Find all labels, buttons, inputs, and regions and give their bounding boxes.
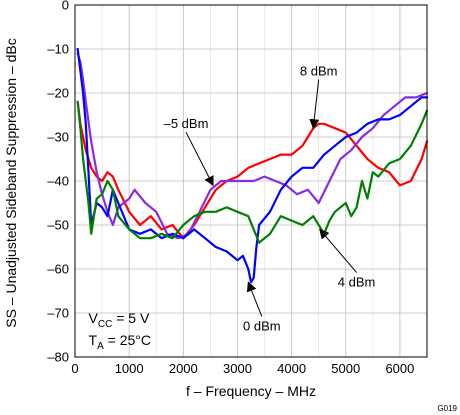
annotation-label: 4 dBm xyxy=(338,275,376,290)
annotation-label: 0 dBm xyxy=(243,319,281,334)
x-tick-label: 5000 xyxy=(331,361,360,376)
x-tick-label: 4000 xyxy=(277,361,306,376)
x-tick-label: 2000 xyxy=(169,361,198,376)
annotation-arrow xyxy=(185,131,214,187)
ta-label: T xyxy=(89,332,98,348)
y-tick-label: –40 xyxy=(47,174,69,189)
annotation-arrow xyxy=(246,281,263,317)
y-axis-title: SS – Unadjusted Sideband Suppression – d… xyxy=(3,38,19,328)
ta-subscript: A xyxy=(97,341,104,352)
conditions-box: VCC = 5 V TA = 25°C xyxy=(89,310,151,352)
annotation-arrow xyxy=(319,228,357,273)
y-tick-label: –60 xyxy=(47,262,69,277)
y-tick-label: –30 xyxy=(47,130,69,145)
vcc-condition: VCC = 5 V xyxy=(89,310,150,330)
x-axis-title: f – Frequency – MHz xyxy=(186,383,316,399)
vcc-label: V xyxy=(89,310,99,326)
vcc-subscript: CC xyxy=(98,319,112,330)
y-tick-label: –10 xyxy=(47,42,69,57)
series-line-8-dbm xyxy=(76,100,429,240)
series-lines xyxy=(76,47,429,284)
series-line--5-dbm xyxy=(76,52,429,240)
annotation-label: –5 dBm xyxy=(164,116,209,131)
figure-id: G019 xyxy=(437,404,457,413)
tick-labels: 0 1000 2000 3000 4000 5000 6000 0 –10 –20 –30 –40 –5… xyxy=(47,0,414,376)
x-tick-label: 6000 xyxy=(385,361,414,376)
y-tick-label: –70 xyxy=(47,306,69,321)
series-line-4-dbm xyxy=(76,100,429,244)
y-tick-label: –80 xyxy=(47,350,69,365)
series-line-0-dbm xyxy=(76,47,429,284)
x-tick-label: 1000 xyxy=(115,361,144,376)
x-tick-label: 0 xyxy=(71,361,78,376)
ta-value: = 25°C xyxy=(104,332,151,348)
y-tick-label: –50 xyxy=(47,218,69,233)
annotation-arrow xyxy=(309,79,320,130)
y-tick-label: –20 xyxy=(47,86,69,101)
ta-condition: TA = 25°C xyxy=(89,332,151,352)
annotation-label: 8 dBm xyxy=(300,63,338,78)
y-tick-label: 0 xyxy=(62,0,69,13)
vcc-value: = 5 V xyxy=(112,310,150,326)
x-tick-label: 3000 xyxy=(223,361,252,376)
annotations: 8 dBm –5 dBm 0 dBm 4 dBm xyxy=(164,63,376,333)
plot-frame xyxy=(74,4,428,358)
